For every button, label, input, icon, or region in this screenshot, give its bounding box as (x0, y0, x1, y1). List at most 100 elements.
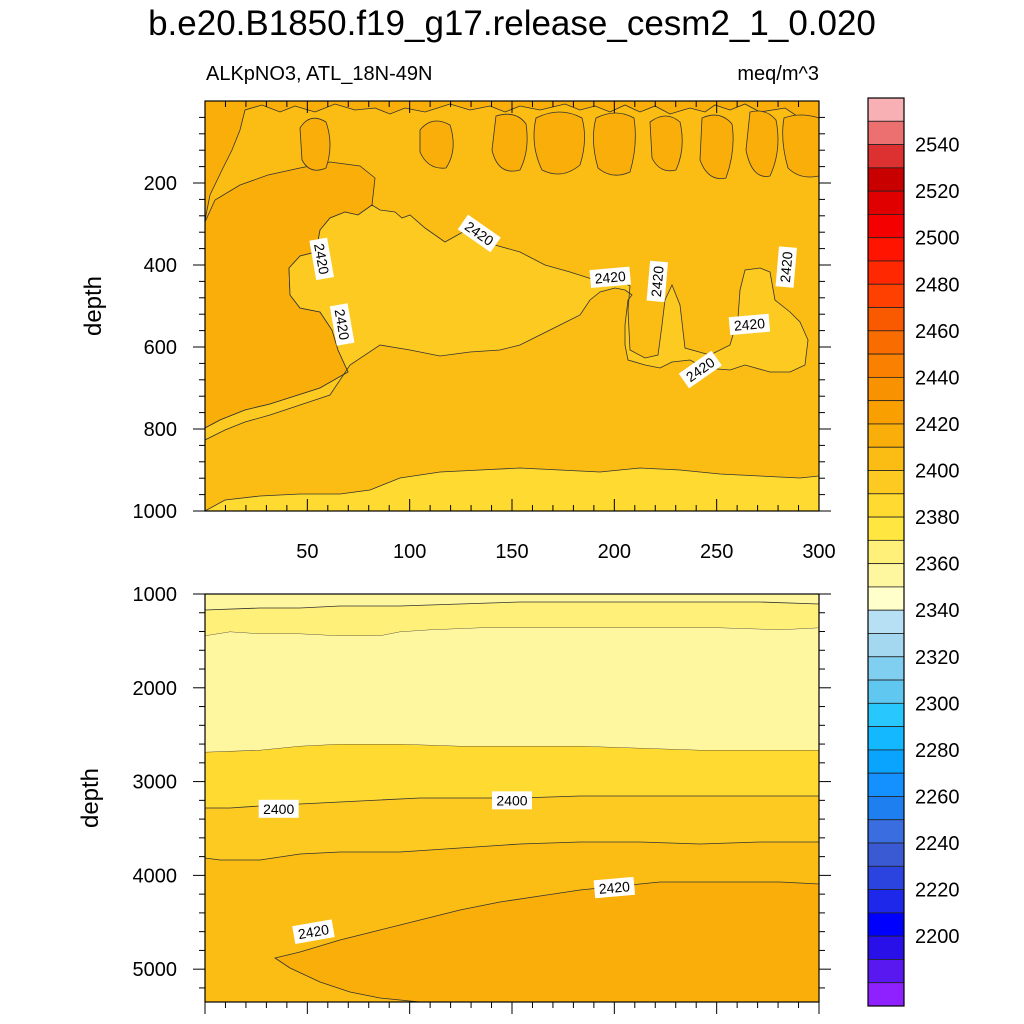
colorbar-box (867, 493, 905, 518)
colorbar-box (867, 237, 905, 262)
colorbar-box (867, 702, 905, 728)
upper-blob-h (745, 110, 779, 177)
colorbar-label: 2500 (915, 228, 960, 250)
upper-ticks: 50 100 150 200 250 300 200 400 600 800 1000 (133, 101, 836, 563)
contour-label: 2420 (589, 266, 631, 289)
colorbar-label: 2400 (915, 461, 960, 483)
lower-y-tick-label: 4000 (133, 865, 178, 887)
colorbar-box (867, 749, 905, 774)
contour-label: 2420 (292, 919, 335, 944)
upper-y-tick-label: 400 (144, 255, 177, 277)
colorbar-label: 2200 (915, 926, 960, 948)
colorbar-box (867, 796, 905, 821)
colorbar-box (867, 214, 905, 239)
colorbar-label: 2380 (915, 507, 960, 529)
colorbar-box (867, 97, 905, 122)
contour-label-bg (728, 313, 771, 336)
colorbar-box (867, 330, 905, 355)
upper-x-tick-label: 200 (598, 541, 631, 563)
colorbar-box (867, 772, 905, 797)
contour-label-bg (775, 246, 797, 288)
lower-y-tick-label: 3000 (133, 772, 178, 794)
lower-y-tick-label: 2000 (133, 678, 178, 700)
colorbar-box (867, 446, 905, 471)
upper-y-tick-label: 800 (144, 419, 177, 441)
contour-label: 2420 (309, 237, 334, 281)
colorbar-box (867, 400, 905, 425)
colorbar-label: 2480 (915, 274, 960, 296)
contour-label-text: 2420 (648, 265, 667, 298)
colorbar-box (867, 842, 905, 867)
contour-label-bg (329, 303, 355, 346)
colorbar-label: 2240 (915, 833, 960, 855)
upper-blob-d (533, 111, 585, 175)
colorbar-box (867, 889, 905, 914)
upper-ylabel: depth (80, 276, 107, 336)
contour-label: 2420 (329, 303, 355, 346)
contour-label-text: 2420 (594, 268, 627, 287)
contour-label-text: 2420 (598, 878, 631, 897)
contour-label: 2400 (258, 799, 299, 818)
colorbar-box (867, 120, 905, 145)
contour-label-bg (678, 350, 722, 389)
colorbar-label: 2260 (915, 786, 960, 808)
colorbar-box (867, 726, 905, 751)
colorbar-box (867, 470, 905, 495)
lower-ticks: 1000 2000 3000 4000 5000 (133, 584, 831, 1014)
upper-x-tick-label: 300 (802, 541, 835, 563)
upper-x-tick-label: 100 (393, 541, 426, 563)
colorbar-box (867, 959, 905, 984)
contour-label-bg (646, 260, 669, 303)
colorbar-box (867, 423, 905, 448)
colorbar-box (867, 912, 905, 937)
colorbar: 2540 2520 2500 2480 2460 2440 2420 2400 2380 2360… (867, 97, 960, 1007)
colorbar-label: 2340 (915, 600, 960, 622)
colorbar-label: 2520 (915, 181, 960, 203)
lower-core-2380 (205, 628, 819, 752)
upper-x-tick-label: 50 (296, 541, 318, 563)
colorbar-label: 2320 (915, 647, 960, 669)
lower-y-tick-label: 5000 (133, 959, 178, 981)
colorbar-box (867, 982, 905, 1007)
contour-label: 2420 (728, 313, 771, 336)
colorbar-label: 2460 (915, 321, 960, 343)
colorbar-box (867, 819, 905, 844)
contour-label-text: 2400 (263, 801, 294, 817)
upper-x-tick-label: 150 (495, 541, 528, 563)
colorbar-label: 2420 (915, 414, 960, 436)
contour-label-text: 2400 (496, 792, 527, 808)
contour-label-text: 2420 (777, 251, 796, 284)
lower-ylabel: depth (77, 768, 104, 828)
lower-y-tick-label: 1000 (133, 584, 178, 606)
contour-label: 2400 (492, 791, 532, 810)
variable-region-label: ALKpNO3, ATL_18N-49N (206, 63, 433, 85)
colorbar-box (867, 167, 905, 192)
upper-blob-c (491, 113, 528, 172)
contour-label-bg (457, 214, 501, 253)
contour-label: 2420 (646, 260, 669, 303)
contour-label: 2420 (593, 876, 636, 899)
upper-x-tick-label: 250 (700, 541, 733, 563)
contour-label-text: 2420 (733, 315, 766, 334)
lower-contour-labels: 2400 2400 2420 2420 (258, 791, 636, 944)
colorbar-label: 2300 (915, 693, 960, 715)
contour-label-bg (258, 799, 299, 818)
lower-fill-2380 (205, 594, 819, 611)
colorbar-box (867, 679, 905, 704)
upper-blob-g (699, 114, 734, 179)
upper-y-tick-label: 200 (144, 173, 177, 195)
colorbar-box (867, 586, 905, 611)
colorbar-box (867, 260, 905, 285)
upper-blob-a (299, 117, 331, 171)
colorbar-box (867, 633, 905, 658)
contour-label: 2420 (775, 246, 797, 288)
colorbar-label: 2540 (915, 135, 960, 157)
upper-y-tick-label: 1000 (133, 501, 178, 523)
colorbar-box (867, 353, 905, 378)
contour-label-text: 2420 (311, 242, 332, 276)
colorbar-label: 2440 (915, 367, 960, 389)
contour-label-text: 2420 (297, 921, 331, 942)
colorbar-box (867, 656, 905, 681)
contour-label-bg (589, 266, 631, 289)
